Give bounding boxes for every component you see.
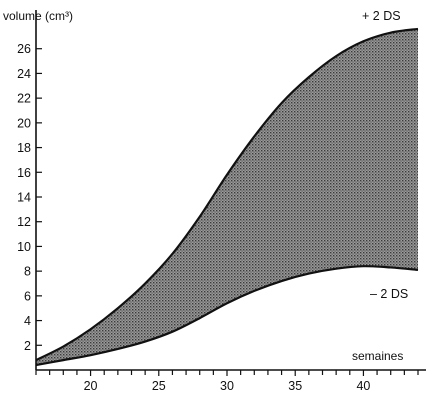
x-tick-label: 20 xyxy=(84,379,98,393)
upper-bound-line xyxy=(35,27,419,362)
y-axis-title: volume (cm³) xyxy=(3,9,73,23)
x-ticks: 20 25 30 35 40 xyxy=(35,370,419,393)
y-tick-label: 18 xyxy=(17,141,31,155)
band-area xyxy=(36,28,418,366)
y-tick-label: 6 xyxy=(24,289,31,303)
x-tick-label: 40 xyxy=(356,379,370,393)
x-tick-label: 30 xyxy=(220,379,234,393)
y-tick-label: 16 xyxy=(17,166,31,180)
y-tick-label: 14 xyxy=(17,191,31,205)
x-axis-title: semaines xyxy=(352,349,403,363)
y-tick-label: 20 xyxy=(17,116,31,130)
y-tick-label: 2 xyxy=(24,339,31,353)
y-tick-label: 24 xyxy=(17,67,31,81)
lower-band-label: – 2 DS xyxy=(370,287,408,301)
y-tick-label: 26 xyxy=(17,42,31,56)
y-tick-label: 22 xyxy=(17,92,31,106)
x-tick-label: 25 xyxy=(152,379,166,393)
upper-band-label: + 2 DS xyxy=(362,9,401,23)
lower-bound-line xyxy=(35,265,419,367)
y-tick-label: 8 xyxy=(24,265,31,279)
y-tick-label: 4 xyxy=(24,314,31,328)
y-tick-label: 10 xyxy=(17,240,31,254)
x-tick-label: 35 xyxy=(288,379,302,393)
y-tick-label: 12 xyxy=(17,215,31,229)
